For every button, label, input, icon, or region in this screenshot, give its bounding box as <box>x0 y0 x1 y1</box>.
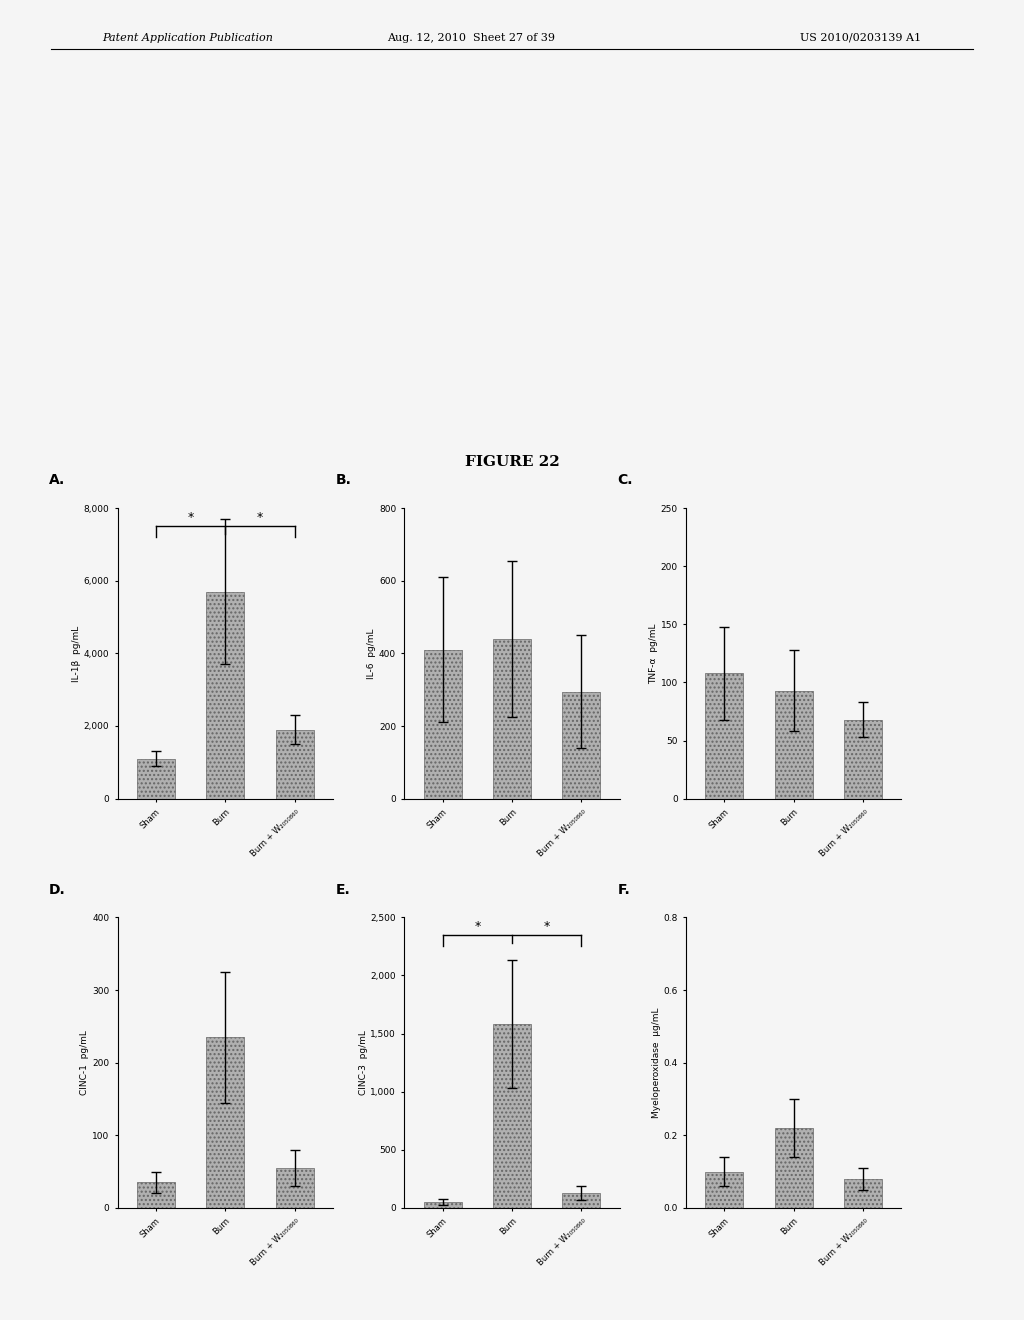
Bar <box>493 1024 531 1208</box>
Bar <box>774 1127 813 1208</box>
Bar <box>137 1183 175 1208</box>
Text: *: * <box>474 920 480 933</box>
Bar <box>706 1172 743 1208</box>
Bar <box>206 591 245 799</box>
Y-axis label: IL-6  pg/mL: IL-6 pg/mL <box>368 628 376 678</box>
Bar <box>844 1179 882 1208</box>
Text: *: * <box>257 511 263 524</box>
Y-axis label: CINC-1  pg/mL: CINC-1 pg/mL <box>81 1030 89 1096</box>
Bar <box>562 1193 600 1208</box>
Text: B.: B. <box>336 474 351 487</box>
Bar <box>774 690 813 799</box>
Bar <box>137 759 175 799</box>
Bar <box>424 1203 462 1208</box>
Text: A.: A. <box>49 474 66 487</box>
Bar <box>562 692 600 799</box>
Text: E.: E. <box>336 883 350 896</box>
Text: Aug. 12, 2010  Sheet 27 of 39: Aug. 12, 2010 Sheet 27 of 39 <box>387 33 555 44</box>
Text: Patent Application Publication: Patent Application Publication <box>102 33 273 44</box>
Text: C.: C. <box>617 474 633 487</box>
Text: F.: F. <box>617 883 630 896</box>
Text: US 2010/0203139 A1: US 2010/0203139 A1 <box>801 33 922 44</box>
Bar <box>275 730 313 799</box>
Bar <box>424 649 462 799</box>
Bar <box>206 1038 245 1208</box>
Bar <box>493 639 531 799</box>
Y-axis label: CINC-3  pg/mL: CINC-3 pg/mL <box>358 1030 368 1096</box>
Bar <box>844 719 882 799</box>
Y-axis label: IL-1β  pg/mL: IL-1β pg/mL <box>72 626 81 681</box>
Y-axis label: TNF-α  pg/mL: TNF-α pg/mL <box>649 623 657 684</box>
Bar <box>706 673 743 799</box>
Text: D.: D. <box>49 883 66 896</box>
Text: *: * <box>544 920 550 933</box>
Y-axis label: Myeloperoxidase  µg/mL: Myeloperoxidase µg/mL <box>651 1007 660 1118</box>
Bar <box>275 1168 313 1208</box>
Text: *: * <box>187 511 194 524</box>
Text: FIGURE 22: FIGURE 22 <box>465 455 559 470</box>
